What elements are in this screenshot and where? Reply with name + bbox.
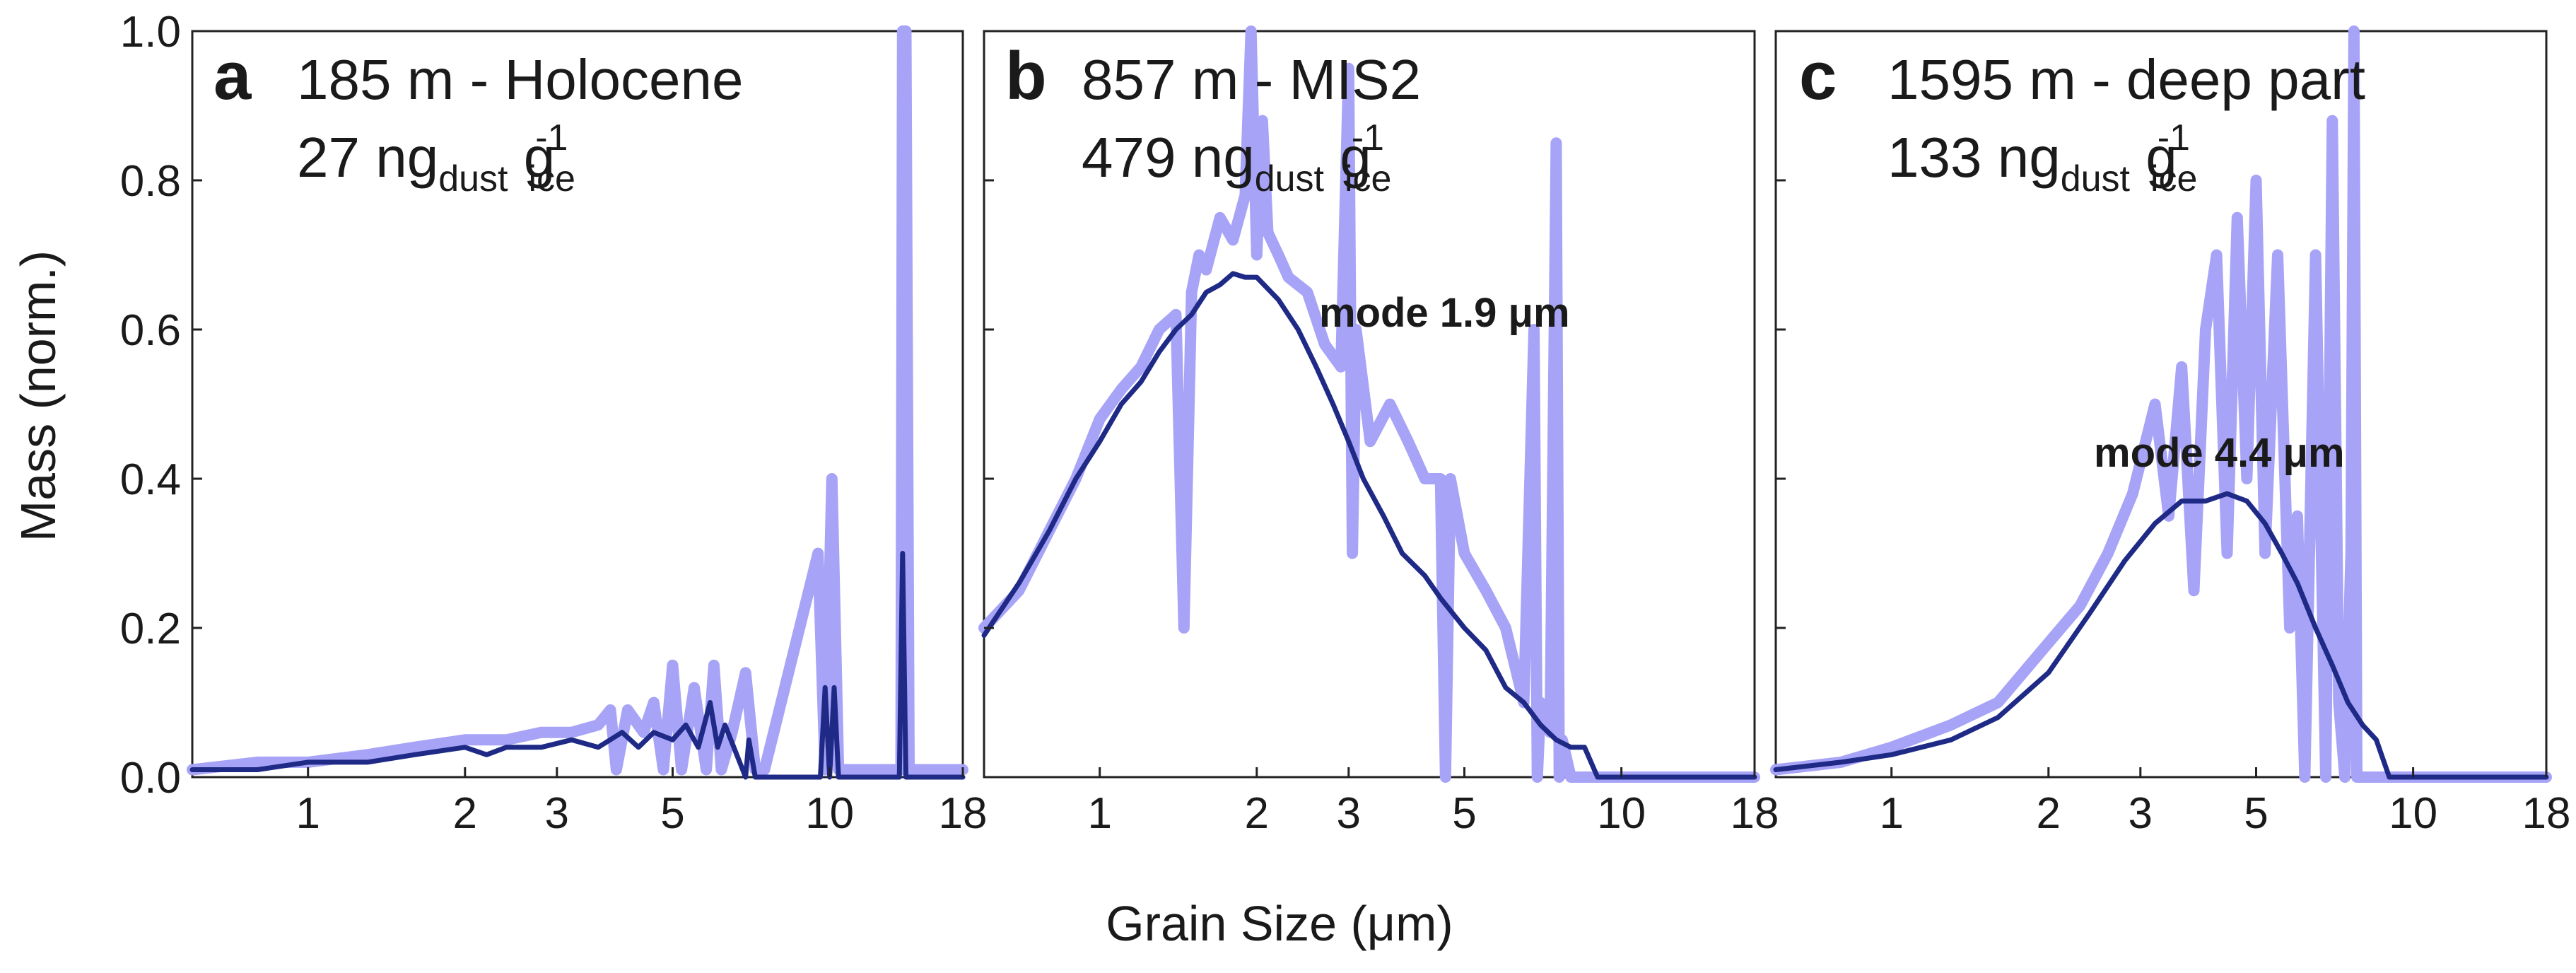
panel-a-x-tick-label: 5 xyxy=(660,789,684,838)
y-tick-label: 0.8 xyxy=(120,157,181,206)
panel-b-x-tick-label: 3 xyxy=(1337,789,1361,838)
panel-c-x-tick-label: 5 xyxy=(2244,789,2268,838)
panel-a: 1 2 3 5 10 18 a 185 m - Holocene 27 ngdust g-… xyxy=(187,25,988,838)
panel-a-conc-value: 27 ng xyxy=(297,126,438,189)
panel-a-conc-sub2: ice xyxy=(528,158,575,199)
panel-b-conc-sub1: dust xyxy=(1255,158,1325,199)
panel-b-x-tick-label: 5 xyxy=(1452,789,1476,838)
panel-b-conc-g: g xyxy=(1324,126,1371,189)
panel-b-x-tick-label: 2 xyxy=(1245,789,1269,838)
panel-a-letter: a xyxy=(213,38,252,114)
panel-b-title: 857 m - MIS2 xyxy=(1082,48,1421,111)
panel-c-frame xyxy=(1774,30,2548,779)
panel-a-conc-g: g xyxy=(508,126,556,189)
panel-b-conc-sub2: ice xyxy=(1345,158,1391,199)
panel-c: 1 2 3 5 10 18 c 1595 m - deep part 133 ngdust… xyxy=(1770,25,2571,838)
panel-c-x-tick-label: 18 xyxy=(2522,789,2571,838)
panel-a-concentration: 27 ngdust g-1 ice xyxy=(297,117,575,199)
panel-a-x-tick-label: 2 xyxy=(453,789,477,838)
panel-c-conc-sub1: dust xyxy=(2061,158,2131,199)
panel-b-conc-sup: -1 xyxy=(1352,117,1384,158)
panel-c-x-tick-label: 10 xyxy=(2389,789,2437,838)
panel-b-mode-label: mode 1.9 μm xyxy=(1319,290,1570,336)
panel-c-mode-label: mode 4.4 μm xyxy=(2094,430,2345,476)
panel-b-letter: b xyxy=(1005,38,1047,114)
panel-c-x-tick-label: 3 xyxy=(2129,789,2153,838)
panel-a-x-tick-label: 10 xyxy=(805,789,854,838)
panel-c-smoothed-line xyxy=(1773,491,2549,780)
panel-c-title: 1595 m - deep part xyxy=(1887,48,2365,111)
x-axis-title: Grain Size (μm) xyxy=(1106,896,1453,951)
y-tick-label: 0.2 xyxy=(120,605,181,653)
y-tick-label: 1.0 xyxy=(120,8,181,57)
panel-a-title: 185 m - Holocene xyxy=(297,48,743,111)
y-tick-label: 0.6 xyxy=(120,306,181,355)
y-tick-layer: 0.0 0.2 0.4 0.6 0.8 1.0 xyxy=(120,8,181,803)
panel-a-x-tick-label: 3 xyxy=(545,789,569,838)
panel-c-raw-line xyxy=(1770,25,2552,783)
panel-c-conc-sub2: ice xyxy=(2150,158,2197,199)
panel-c-concentration: 133 ngdust g-1 ice xyxy=(1887,117,2197,199)
panel-a-smoothed-line xyxy=(189,551,966,780)
panel-a-x-tick-label: 18 xyxy=(939,789,988,838)
panel-c-letter: c xyxy=(1799,38,1837,114)
panel-b-conc-value: 479 ng xyxy=(1082,126,1255,189)
panel-b: 1 2 3 5 10 18 b 857 m - MIS2 479 ngdust g-1 ic… xyxy=(978,25,1779,838)
y-tick-label: 0.4 xyxy=(120,455,181,504)
panel-c-x-tick-label: 1 xyxy=(1879,789,1903,838)
panel-b-raw-line xyxy=(978,25,1760,783)
panel-c-conc-g: g xyxy=(2130,126,2177,189)
panel-b-concentration: 479 ngdust g-1 ice xyxy=(1082,117,1391,199)
y-tick-label: 0.0 xyxy=(120,754,181,803)
panel-b-x-tick-label: 1 xyxy=(1087,789,1111,838)
panel-a-conc-sup: -1 xyxy=(535,117,568,158)
panel-a-x-tick-label: 1 xyxy=(295,789,320,838)
panel-a-conc-sub1: dust xyxy=(438,158,508,199)
panel-b-smoothed-line xyxy=(981,271,1757,780)
panel-a-raw-line xyxy=(187,25,968,776)
y-axis-title: Mass (norm.) xyxy=(11,250,66,542)
panel-b-x-tick-label: 18 xyxy=(1731,789,1779,838)
panel-c-conc-value: 133 ng xyxy=(1887,126,2061,189)
panel-c-x-tick-label: 2 xyxy=(2037,789,2061,838)
panel-c-conc-sup: -1 xyxy=(2158,117,2190,158)
panel-b-x-tick-label: 10 xyxy=(1597,789,1646,838)
